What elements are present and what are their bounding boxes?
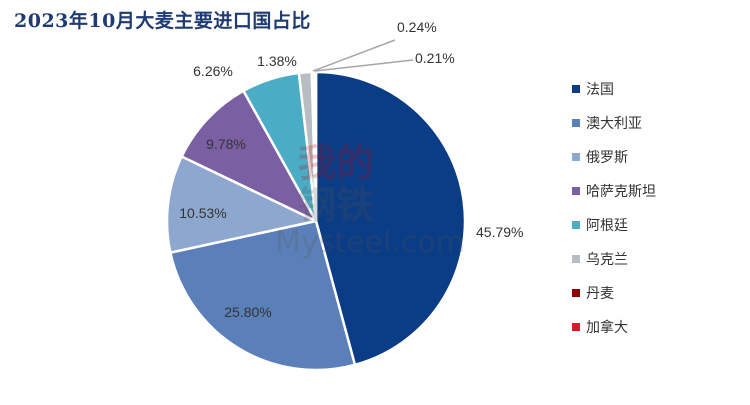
slice-label-5: 6.26% — [193, 63, 233, 79]
legend-swatch-8 — [572, 323, 580, 331]
watermark-brand: Mysteel.com — [275, 225, 465, 260]
pie-slice-1 — [314, 70, 467, 367]
chart-title: 2023年10月大麦主要进口国占比 — [14, 10, 311, 32]
legend-swatch-5 — [572, 221, 580, 229]
pie-slice-3 — [165, 155, 318, 254]
legend-swatch-1 — [572, 85, 580, 93]
slice-label-8: 0.21% — [415, 50, 455, 66]
legend-swatch-3 — [572, 153, 580, 161]
watermark: 我的 钢铁 Mysteel.com — [275, 141, 465, 260]
legend-label-4: 哈萨克斯坦 — [586, 184, 656, 200]
legend-swatch-7 — [572, 289, 580, 297]
slice-label-6: 1.38% — [257, 53, 297, 69]
slice-label-1: 45.79% — [476, 224, 523, 240]
data-labels: 45.79% 25.80% 10.53% 9.78% 6.26% 1.38% 0.24% 0.… — [179, 19, 523, 320]
leader-line-8 — [314, 59, 414, 72]
legend-label-2: 澳大利亚 — [586, 116, 642, 132]
slice-label-2: 25.80% — [224, 304, 271, 320]
watermark-line1: 我的 — [298, 141, 374, 185]
watermark-line2: 钢铁 — [298, 183, 374, 227]
pie-slice-2 — [169, 219, 357, 372]
legend-label-3: 俄罗斯 — [586, 150, 628, 166]
pie-slice-4 — [180, 89, 318, 223]
legend-swatch-4 — [572, 187, 580, 195]
legend-swatch-2 — [572, 119, 580, 127]
legend-label-6: 乌克兰 — [586, 252, 628, 268]
legend-label-5: 阿根廷 — [586, 218, 628, 234]
slice-label-4: 9.78% — [206, 136, 246, 152]
legend-label-8: 加拿大 — [586, 319, 628, 336]
leader-lines — [312, 39, 414, 72]
leader-line-7 — [312, 39, 396, 72]
pie-slice-8 — [312, 70, 318, 223]
legend-label-1: 法国 — [586, 82, 614, 98]
legend-swatch-6 — [572, 255, 580, 263]
legend-label-7: 丹麦 — [586, 286, 614, 302]
pie-slices — [165, 70, 467, 372]
slice-label-3: 10.53% — [179, 205, 226, 221]
slice-label-7: 0.24% — [397, 19, 437, 35]
